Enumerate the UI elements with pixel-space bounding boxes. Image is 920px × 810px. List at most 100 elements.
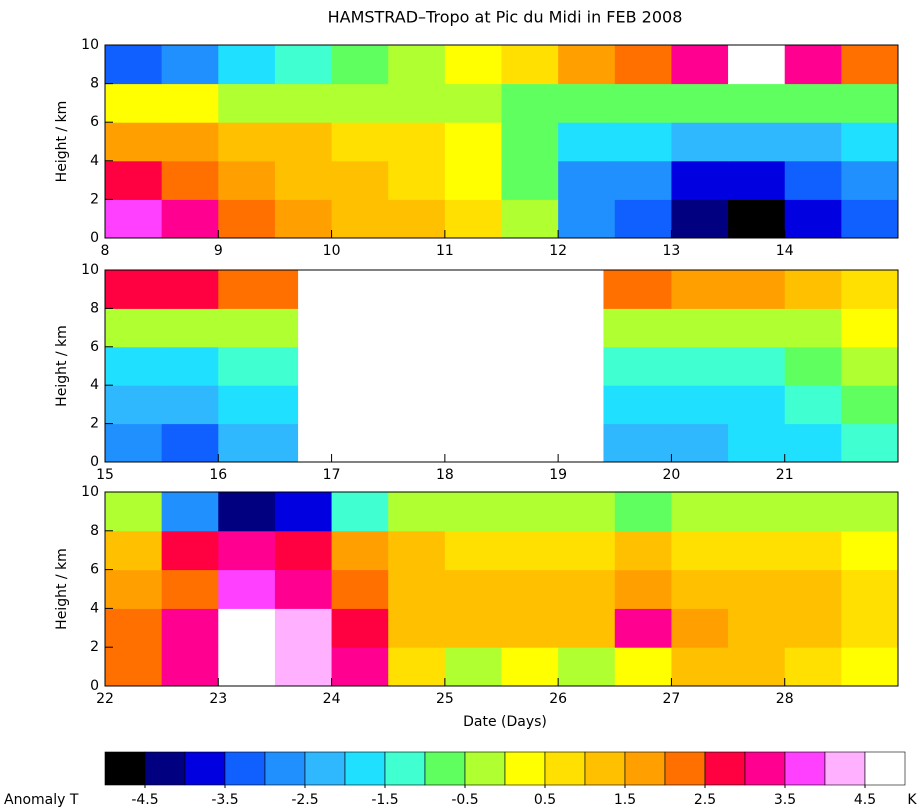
- y-tick-label: 6: [90, 562, 99, 578]
- y-tick-label: 4: [90, 153, 99, 169]
- heat-cell: [603, 270, 672, 309]
- heat-cell: [841, 530, 899, 571]
- heat-cell: [218, 270, 299, 309]
- y-axis-label: Height / km: [54, 101, 70, 183]
- heat-cell: [501, 160, 559, 200]
- x-tick-label: 8: [101, 243, 110, 259]
- heat-cell: [218, 199, 276, 239]
- heat-cell: [841, 199, 899, 239]
- heat-cell: [161, 569, 219, 609]
- y-tick-label: 10: [81, 484, 99, 500]
- heat-cell: [218, 45, 276, 85]
- heat-cell: [218, 385, 299, 425]
- heat-cell: [274, 122, 333, 162]
- heat-cell: [558, 83, 616, 123]
- heat-cell: [784, 492, 842, 532]
- heat-cell: [444, 83, 502, 123]
- y-tick-label: 0: [90, 230, 99, 246]
- y-axis-label: Height / km: [54, 325, 70, 407]
- colorbar-swatch: [864, 751, 906, 786]
- colorbar-swatch: [824, 751, 866, 786]
- x-tick-label: 22: [96, 691, 114, 707]
- heat-cell: [274, 492, 333, 532]
- y-tick-label: 0: [90, 454, 99, 470]
- heat-cell: [501, 608, 559, 648]
- y-tick-label: 8: [90, 76, 99, 92]
- y-tick-label: 8: [90, 523, 99, 539]
- heat-cell: [105, 122, 163, 162]
- x-tick-label: 18: [436, 467, 454, 483]
- y-axis-label: Height / km: [54, 548, 70, 630]
- x-tick-label: 10: [323, 243, 341, 259]
- heat-cell: [671, 122, 729, 162]
- heat-cell: [558, 160, 616, 200]
- heat-cell: [671, 83, 729, 123]
- heat-cell: [331, 160, 389, 200]
- heat-cell: [331, 45, 389, 85]
- heat-cell: [218, 608, 276, 648]
- heat-cell: [501, 45, 559, 85]
- heat-cell: [728, 647, 786, 687]
- heat-cell: [161, 122, 219, 162]
- heat-cell: [218, 647, 276, 687]
- heat-cell: [558, 122, 616, 162]
- y-tick-label: 6: [90, 114, 99, 130]
- colorbar-tick-label: 3.5: [774, 792, 796, 808]
- heat-cell: [671, 199, 729, 239]
- heat-cell: [728, 308, 786, 348]
- heat-cell: [331, 199, 389, 239]
- heat-cell: [388, 45, 446, 85]
- x-tick-label: 21: [776, 467, 794, 483]
- x-tick-label: 19: [549, 467, 567, 483]
- heat-cell: [841, 423, 899, 463]
- y-tick-label: 10: [81, 262, 99, 278]
- heat-cell: [784, 122, 842, 162]
- heat-cell: [388, 569, 446, 609]
- heat-cell: [274, 45, 333, 85]
- heat-cell: [558, 569, 616, 609]
- x-tick-label: 28: [776, 691, 794, 707]
- heat-cell: [274, 569, 333, 609]
- heat-cell: [614, 569, 672, 609]
- colorbar-tick-label: -2.5: [291, 792, 318, 808]
- heat-cell: [603, 346, 672, 386]
- colorbar-swatch: [304, 751, 346, 786]
- heat-cell: [841, 647, 899, 687]
- heat-cell: [274, 647, 333, 687]
- heat-cell: [218, 530, 276, 571]
- heat-cell: [105, 423, 163, 463]
- colorbar-swatch: [264, 751, 306, 786]
- heat-cell: [161, 530, 219, 571]
- heat-cell: [105, 647, 163, 687]
- x-axis-label: Date (Days): [463, 714, 547, 730]
- heat-cell: [841, 45, 899, 85]
- heat-cell: [841, 346, 899, 386]
- x-tick-label: 25: [436, 691, 454, 707]
- heat-cell: [388, 160, 446, 200]
- heat-cell: [161, 45, 219, 85]
- colorbar-tick-label: 0.5: [534, 792, 556, 808]
- heat-cell: [728, 83, 786, 123]
- heat-cell: [558, 608, 616, 648]
- colorbar-swatch: [344, 751, 386, 786]
- colorbar-swatch: [624, 751, 666, 786]
- heat-cell: [558, 199, 616, 239]
- heat-cell: [218, 122, 276, 162]
- heat-cell: [501, 199, 559, 239]
- heat-cell: [105, 199, 163, 239]
- heat-cell: [331, 492, 389, 532]
- heat-cell: [558, 647, 616, 687]
- heat-cell: [671, 385, 729, 425]
- heat-cell: [501, 647, 559, 687]
- heat-cell: [784, 45, 842, 85]
- heat-cell: [558, 492, 616, 532]
- plot-frame: [104, 269, 899, 463]
- y-tick-label: 2: [90, 639, 99, 655]
- y-tick-label: 8: [90, 300, 99, 316]
- colorbar-tick-label: -3.5: [211, 792, 238, 808]
- heat-cell: [501, 492, 559, 532]
- x-tick-label: 20: [663, 467, 681, 483]
- heat-cell: [331, 122, 389, 162]
- heat-cell: [784, 199, 842, 239]
